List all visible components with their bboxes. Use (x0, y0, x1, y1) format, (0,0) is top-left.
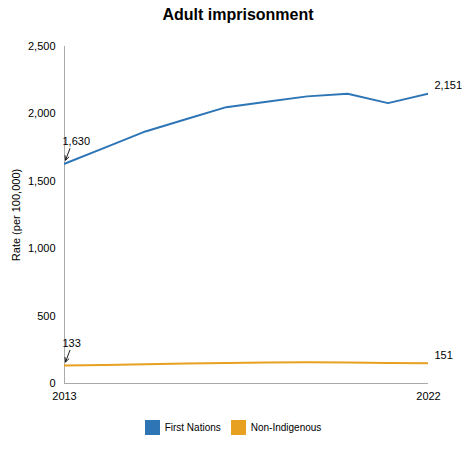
html-text:Adult imprisonment: Adult imprisonment (162, 6, 314, 23)
svg-text:500: 500 (37, 310, 55, 322)
svg-text:2,151: 2,151 (435, 79, 463, 91)
html-text:Non-Indigenous: Non-Indigenous (250, 422, 322, 433)
svg-text:151: 151 (435, 349, 453, 361)
svg-text:2,500: 2,500 (28, 40, 56, 52)
svg-text:2013: 2013 (52, 390, 76, 402)
svg-text:2022: 2022 (416, 390, 440, 402)
svg-text:1,000: 1,000 (28, 242, 56, 254)
html-text:First Nations: First Nations (164, 422, 221, 433)
svg-text:0: 0 (49, 377, 55, 389)
svg-text:133: 133 (63, 337, 81, 349)
svg-text:Rate (per 100,000): Rate (per 100,000) (10, 169, 22, 261)
svg-text:1,500: 1,500 (28, 175, 56, 187)
svg-text:2,000: 2,000 (28, 107, 56, 119)
svg-text:1,630: 1,630 (63, 135, 91, 147)
